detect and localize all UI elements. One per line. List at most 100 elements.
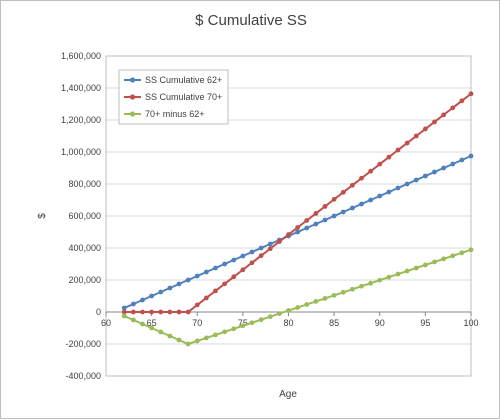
data-point bbox=[432, 259, 437, 265]
data-point bbox=[140, 297, 145, 303]
data-point bbox=[121, 313, 127, 319]
data-point bbox=[413, 177, 419, 183]
data-point bbox=[185, 309, 191, 315]
data-point bbox=[304, 218, 310, 223]
data-point bbox=[441, 165, 447, 171]
y-axis-title: $ bbox=[37, 213, 48, 219]
data-point bbox=[413, 265, 419, 271]
data-point bbox=[331, 213, 337, 219]
data-point bbox=[231, 257, 237, 263]
series-line bbox=[124, 92, 472, 313]
data-point bbox=[286, 308, 291, 313]
data-point bbox=[203, 335, 209, 341]
series-3 bbox=[121, 247, 474, 347]
data-point bbox=[313, 299, 319, 304]
data-point bbox=[340, 189, 346, 195]
x-tick-label: 60 bbox=[101, 318, 111, 328]
y-tick-label: 1,600,000 bbox=[61, 51, 101, 61]
data-point bbox=[149, 293, 155, 299]
data-point bbox=[386, 274, 392, 280]
data-point bbox=[349, 286, 355, 292]
data-point bbox=[130, 317, 136, 323]
data-point bbox=[276, 239, 282, 245]
data-point bbox=[313, 221, 319, 227]
data-point bbox=[322, 204, 328, 209]
data-point bbox=[203, 295, 209, 301]
series-1 bbox=[121, 153, 474, 311]
data-point bbox=[194, 273, 200, 279]
data-point bbox=[422, 173, 428, 179]
data-point bbox=[267, 314, 273, 320]
x-tick-label: 70 bbox=[192, 318, 202, 328]
data-point bbox=[158, 289, 164, 295]
data-point bbox=[304, 225, 310, 231]
x-axis-title: Age bbox=[279, 389, 297, 400]
data-point bbox=[176, 309, 182, 315]
data-point bbox=[231, 274, 237, 280]
data-point bbox=[432, 169, 437, 175]
legend-label: SS Cumulative 70+ bbox=[145, 92, 222, 102]
data-point bbox=[121, 305, 127, 311]
data-point bbox=[441, 256, 447, 262]
data-point bbox=[276, 311, 282, 316]
y-tick-label: 1,400,000 bbox=[61, 83, 101, 93]
data-point bbox=[468, 247, 474, 253]
data-point bbox=[240, 253, 246, 259]
data-point bbox=[331, 196, 337, 202]
y-tick-label: 600,000 bbox=[68, 211, 101, 221]
data-point bbox=[404, 268, 410, 274]
data-point bbox=[340, 209, 346, 215]
legend-item: SS Cumulative 62+ bbox=[124, 75, 222, 85]
y-tick-label: -400,000 bbox=[65, 371, 101, 381]
data-point bbox=[304, 302, 310, 307]
data-point bbox=[176, 337, 182, 343]
data-point bbox=[450, 105, 456, 111]
x-tick-label: 65 bbox=[147, 318, 157, 328]
data-point bbox=[213, 332, 218, 338]
data-point bbox=[240, 267, 246, 273]
data-point bbox=[377, 193, 383, 199]
data-point bbox=[459, 250, 465, 256]
y-tick-label: 0 bbox=[96, 307, 101, 317]
x-tick-label: 75 bbox=[238, 318, 248, 328]
y-tick-label: 400,000 bbox=[68, 243, 101, 253]
x-tick-label: 95 bbox=[420, 318, 430, 328]
legend-swatch-marker bbox=[129, 111, 136, 117]
data-point bbox=[322, 296, 328, 301]
y-tick-label: 800,000 bbox=[68, 179, 101, 189]
data-point bbox=[130, 301, 136, 307]
data-point bbox=[359, 283, 364, 289]
data-point bbox=[185, 277, 191, 283]
data-point bbox=[295, 305, 301, 310]
y-tick-label: 1,000,000 bbox=[61, 147, 101, 157]
data-point bbox=[176, 281, 182, 287]
legend-label: SS Cumulative 62+ bbox=[145, 75, 222, 85]
data-point bbox=[377, 277, 383, 283]
data-point bbox=[331, 292, 337, 298]
x-tick-label: 80 bbox=[283, 318, 293, 328]
data-point bbox=[149, 309, 155, 315]
data-point bbox=[295, 225, 301, 230]
data-point bbox=[149, 325, 155, 331]
data-point bbox=[158, 309, 164, 315]
data-point bbox=[240, 323, 246, 329]
data-point bbox=[377, 161, 383, 167]
y-tick-label: -200,000 bbox=[65, 339, 101, 349]
data-point bbox=[295, 229, 301, 235]
y-tick-label: 200,000 bbox=[68, 275, 101, 285]
data-point bbox=[258, 253, 264, 259]
data-point bbox=[386, 189, 392, 195]
data-point bbox=[349, 205, 355, 211]
data-point bbox=[222, 261, 228, 267]
data-point bbox=[167, 333, 173, 339]
data-point bbox=[441, 112, 447, 118]
legend-swatch-marker bbox=[129, 94, 136, 100]
data-point bbox=[459, 98, 465, 104]
data-point bbox=[368, 168, 374, 174]
data-point bbox=[267, 246, 273, 252]
x-tick-label: 90 bbox=[375, 318, 385, 328]
data-point bbox=[258, 317, 264, 323]
data-point bbox=[340, 289, 346, 295]
